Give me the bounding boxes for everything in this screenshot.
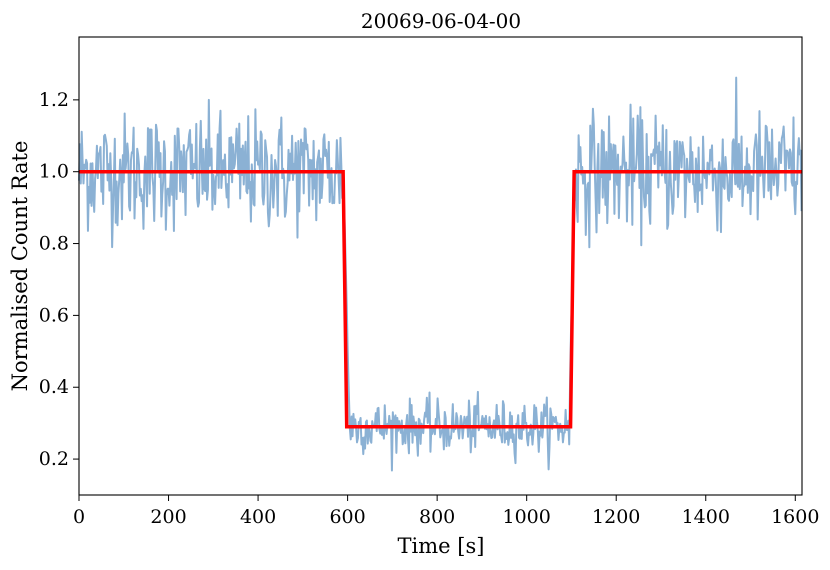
- plot-frame: [78, 36, 803, 496]
- x-tick-label: 1200: [592, 506, 640, 528]
- x-tick-label: 0: [73, 506, 85, 528]
- x-tick-label: 800: [419, 506, 455, 528]
- y-axis-label: Normalised Count Rate: [8, 141, 32, 392]
- y-tick-label: 1.2: [39, 89, 69, 111]
- y-tick-label: 1.0: [39, 161, 69, 183]
- data-series-layer: [78, 76, 803, 472]
- x-axis: 0 200 400 600 800 1000 1200 1400 1600: [73, 495, 819, 528]
- model-series-layer: [79, 169, 802, 429]
- x-tick-label: 1400: [682, 506, 730, 528]
- x-tick-label: 1000: [502, 506, 550, 528]
- x-tick-label: 600: [329, 506, 365, 528]
- x-tick-label: 400: [240, 506, 276, 528]
- y-axis: 0.2 0.4 0.6 0.8 1.0 1.2: [39, 89, 79, 470]
- x-tick-label: 200: [150, 506, 186, 528]
- plot-area: [78, 36, 803, 496]
- x-tick-label: 1600: [771, 506, 819, 528]
- data-series-line: [78, 76, 803, 472]
- y-tick-label: 0.4: [39, 376, 69, 398]
- model-series-line: [79, 169, 802, 429]
- chart-title: 20069-06-04-00: [361, 9, 521, 33]
- y-tick-label: 0.6: [39, 304, 69, 326]
- y-tick-label: 0.2: [39, 448, 69, 470]
- x-axis-label: Time [s]: [398, 534, 485, 558]
- y-tick-label: 0.8: [39, 233, 69, 255]
